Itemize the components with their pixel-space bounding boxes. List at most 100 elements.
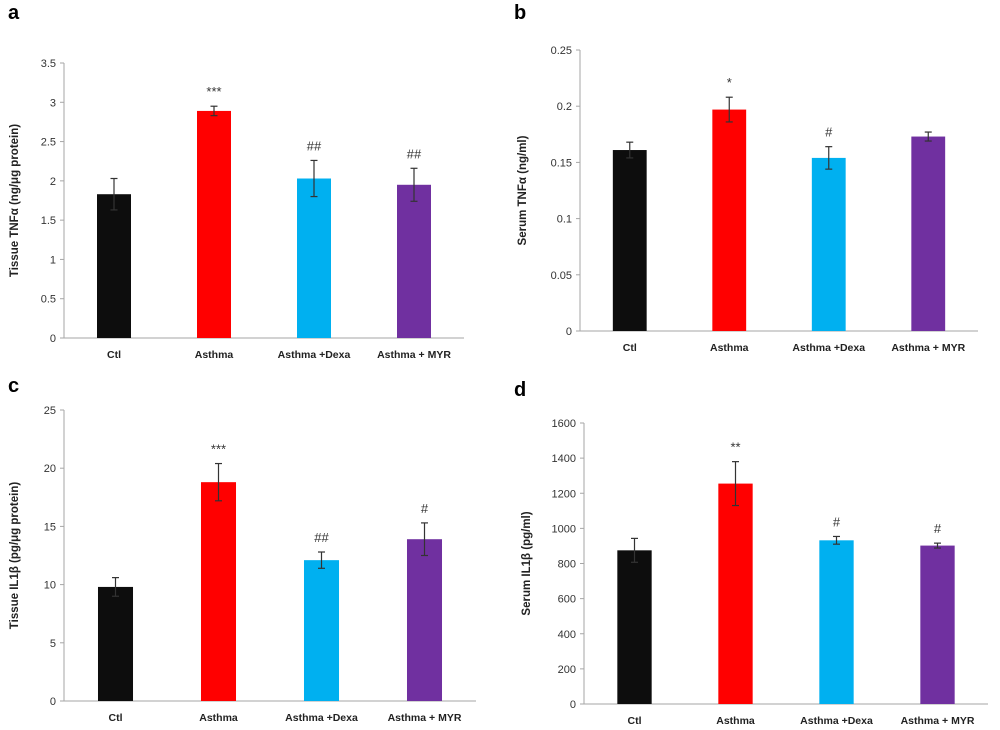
category-label-asthma-myr: Asthma + MYR bbox=[891, 342, 965, 354]
category-label-ctl: Ctl bbox=[109, 712, 123, 724]
significance-label: # bbox=[934, 521, 942, 536]
y-tick-label: 0.05 bbox=[551, 270, 572, 282]
y-tick-label: 0.5 bbox=[41, 294, 56, 306]
category-label-asthma: Asthma bbox=[716, 715, 755, 727]
panel-letter-c: c bbox=[8, 375, 20, 397]
panel-letter-b: b bbox=[514, 2, 527, 24]
y-tick-label: 0 bbox=[50, 696, 56, 708]
y-axis-label: Serum IL1β (pg/ml) bbox=[521, 511, 533, 615]
y-tick-label: 2.5 bbox=[41, 137, 56, 149]
category-label-asthma-dexa: Asthma +Dexa bbox=[792, 342, 865, 354]
bar-asthma-dexa bbox=[819, 540, 854, 704]
bar-asthma bbox=[712, 109, 747, 332]
category-label-asthma-myr: Asthma + MYR bbox=[388, 712, 462, 724]
significance-label: ** bbox=[730, 440, 740, 455]
significance-label: # bbox=[421, 501, 429, 516]
category-label-asthma: Asthma bbox=[710, 342, 749, 354]
y-tick-label: 0.15 bbox=[551, 157, 572, 169]
y-tick-label: 0 bbox=[566, 326, 572, 338]
y-tick-label: 1 bbox=[50, 254, 56, 266]
chart-panel-a: a 0 0.5 1 1.5 2 2.5 3 3.5 Tissue TNFα (ng/μg pro… bbox=[0, 0, 500, 365]
bar-asthma-myr bbox=[397, 184, 431, 338]
error-bar-asthma-myr bbox=[924, 131, 932, 142]
category-label-asthma: Asthma bbox=[195, 349, 234, 361]
y-tick-label: 0 bbox=[50, 333, 56, 345]
bar-asthma-myr bbox=[920, 545, 955, 704]
y-tick-label: 15 bbox=[44, 521, 56, 533]
error-bar-asthma-dexa bbox=[833, 535, 840, 545]
category-label-asthma-dexa: Asthma +Dexa bbox=[285, 712, 358, 724]
significance-label: # bbox=[825, 125, 833, 140]
bar-ctl bbox=[612, 150, 647, 331]
y-tick-label: 1200 bbox=[552, 488, 576, 500]
error-bar-ctl bbox=[631, 537, 638, 563]
significance-label: *** bbox=[206, 84, 221, 99]
chart-b-svg: 0 0.05 0.1 0.15 0.2 0.25 Serum TNFα (ng/ml) Ctl… bbox=[517, 45, 978, 354]
y-tick-label: 800 bbox=[558, 559, 576, 571]
panel-letter-d: d bbox=[514, 379, 527, 401]
bar-asthma-dexa bbox=[297, 178, 331, 338]
chart-panel-b: b 0 0.05 0.1 0.15 0.2 0.25 Serum TNFα (ng/ml) C… bbox=[500, 0, 1000, 365]
bar-asthma bbox=[197, 110, 231, 338]
significance-label: *** bbox=[211, 442, 226, 457]
y-axis-label: Tissue TNFα (ng/μg protein) bbox=[9, 124, 21, 277]
bar-asthma bbox=[718, 483, 753, 704]
y-tick-label: 200 bbox=[558, 664, 576, 676]
error-bar-asthma-myr bbox=[410, 167, 418, 202]
y-tick-label: 0 bbox=[570, 699, 576, 711]
category-label-asthma-dexa: Asthma +Dexa bbox=[278, 349, 351, 361]
panel-letter-a: a bbox=[8, 2, 20, 24]
error-bar-asthma-myr bbox=[934, 542, 941, 549]
category-label-ctl: Ctl bbox=[623, 342, 637, 354]
error-bar-ctl bbox=[112, 577, 119, 597]
y-tick-label: 400 bbox=[558, 629, 576, 641]
error-bar-asthma bbox=[210, 105, 218, 117]
significance-label: # bbox=[833, 514, 841, 529]
error-bar-asthma bbox=[215, 462, 222, 502]
category-label-asthma-myr: Asthma + MYR bbox=[377, 349, 451, 361]
chart-d-svg: 0 200 400 600 800 1000 1200 1400 1600 Serum IL1β … bbox=[521, 418, 988, 727]
bar-ctl bbox=[97, 586, 134, 701]
y-axis-label: Tissue IL1β (pg/μg protein) bbox=[9, 482, 21, 630]
error-bar-asthma-dexa bbox=[310, 159, 318, 198]
y-tick-label: 1000 bbox=[552, 523, 576, 535]
y-tick-label: 1600 bbox=[552, 418, 576, 430]
y-tick-label: 600 bbox=[558, 594, 576, 606]
error-bar-ctl bbox=[626, 141, 634, 159]
bar-asthma bbox=[200, 482, 237, 701]
chart-c-svg: 0 5 10 15 20 25 Tissue IL1β (pg/μg protein) Ctl… bbox=[9, 405, 476, 724]
bar-asthma-dexa bbox=[303, 560, 340, 701]
category-label-asthma-myr: Asthma + MYR bbox=[901, 715, 975, 727]
error-bar-ctl bbox=[110, 177, 118, 211]
category-label-asthma: Asthma bbox=[199, 712, 238, 724]
category-label-ctl: Ctl bbox=[628, 715, 642, 727]
chart-panel-d: d 0 200 400 600 800 1000 1200 1400 1600 Serum IL1… bbox=[500, 365, 1000, 730]
category-label-ctl: Ctl bbox=[107, 349, 121, 361]
error-bar-asthma-dexa bbox=[825, 146, 833, 170]
y-tick-label: 25 bbox=[44, 405, 56, 417]
y-axis-label: Serum TNFα (ng/ml) bbox=[517, 135, 529, 245]
chart-panel-c: c 0 5 10 15 20 25 Tissue IL1β (pg/μg protein) C… bbox=[0, 365, 500, 730]
y-tick-label: 0.2 bbox=[557, 101, 572, 113]
bar-ctl bbox=[97, 194, 131, 338]
y-tick-label: 3.5 bbox=[41, 58, 56, 70]
y-tick-label: 0.1 bbox=[557, 214, 572, 226]
category-label-asthma-dexa: Asthma +Dexa bbox=[800, 715, 873, 727]
bar-asthma-dexa bbox=[811, 157, 846, 331]
bar-asthma-myr bbox=[406, 539, 443, 701]
y-tick-label: 2 bbox=[50, 176, 56, 188]
y-tick-label: 3 bbox=[50, 97, 56, 109]
error-bar-asthma bbox=[725, 96, 733, 123]
y-tick-label: 1400 bbox=[552, 453, 576, 465]
y-tick-label: 10 bbox=[44, 580, 56, 592]
y-tick-label: 5 bbox=[50, 638, 56, 650]
significance-label: ## bbox=[307, 138, 322, 153]
significance-label: ## bbox=[407, 146, 422, 161]
y-tick-label: 1.5 bbox=[41, 215, 56, 227]
error-bar-asthma-myr bbox=[421, 522, 428, 557]
y-tick-label: 20 bbox=[44, 463, 56, 475]
bar-asthma-myr bbox=[911, 136, 946, 331]
error-bar-asthma bbox=[732, 461, 739, 507]
chart-a-svg: 0 0.5 1 1.5 2 2.5 3 3.5 Tissue TNFα (ng/μg prote… bbox=[9, 58, 464, 361]
significance-label: ## bbox=[314, 530, 329, 545]
